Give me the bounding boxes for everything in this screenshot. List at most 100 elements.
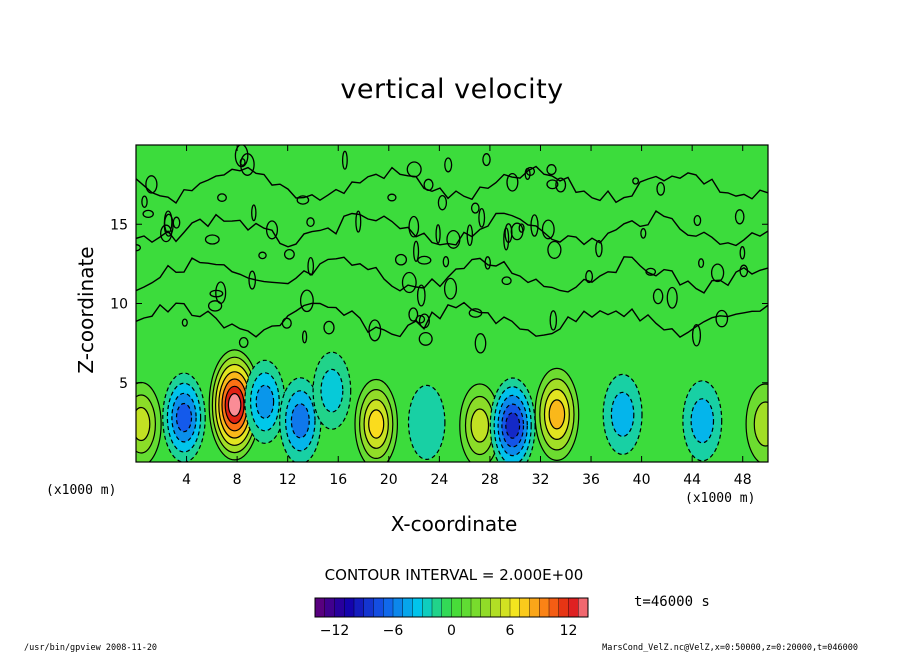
contour-eddy [506,172,519,192]
x-tick-label: 20 [380,472,398,488]
contour-eddy [482,153,491,167]
velocity-cell-ring [320,368,344,413]
colorbar-tick-label: −6 [383,623,404,639]
contour-eddy [265,220,279,240]
x-unit-label-right: (x1000 m) [685,491,756,506]
contour-eddy [652,288,664,305]
contour-eddy [693,214,702,227]
contour-eddy [368,319,382,342]
colorbar-segment [470,597,482,618]
contour-eddy [470,202,480,214]
velocity-cell-ring [227,393,242,417]
velocity-cell [208,349,261,461]
x-tick-label: 40 [633,472,651,488]
contour-eddy [204,234,220,245]
colorbar-segment [412,597,423,618]
velocity-cell [312,351,352,430]
colorbar-segment [314,597,326,618]
contour-eddy [645,267,657,276]
contour-eddy [437,194,448,211]
colorbar-segment [500,597,511,618]
colorbar-tick-label: 6 [506,623,515,639]
velocity-cell [244,359,286,444]
x-unit-label-left: (x1000 m) [46,483,117,498]
contour-eddy [585,270,594,284]
contour-eddy [546,179,559,190]
colorbar-segment [422,597,433,618]
colorbar-segment [519,597,531,618]
velocity-cells [136,349,768,462]
contour-eddy [215,281,227,305]
contour-eddy [387,193,397,202]
colorbar-segment [490,597,501,618]
velocity-cell [459,383,501,462]
x-tick-label: 44 [683,472,701,488]
contour-eddy [141,195,148,208]
velocity-cell-ring [136,406,151,442]
contour-eddy [546,164,557,176]
x-tick-label: 8 [233,472,242,488]
velocity-cell-ring [290,403,310,439]
velocity-cell-ring [175,402,193,433]
contour-eddy [181,318,188,327]
velocity-cell [745,383,768,462]
contour-eddy [555,177,567,193]
contour-eddy [739,246,746,260]
colorbar-segment [402,597,414,618]
contour-eddy [283,248,295,260]
contour-eddy [207,300,223,312]
velocity-cell-ring [407,384,446,460]
contour-eddy [518,223,525,233]
velocity-cell-ring [690,398,715,444]
contour-eddy [394,253,408,266]
contour-eddy [417,255,432,265]
colorbar-segment [558,597,570,618]
colorbar-segment [363,597,375,618]
contour-eddy [541,219,555,240]
colorbar-segment [461,597,472,618]
contour-eddy [547,240,562,259]
x-tick-label: 36 [582,472,600,488]
velocity-cell [279,377,322,462]
contour-eddy [416,284,426,307]
velocity-cell-ring [470,408,490,443]
y-tick-label: 10 [110,297,128,313]
contour-eddy [442,256,450,268]
contour-eddy [666,286,678,309]
velocity-cell [489,377,536,462]
contour-eddy [299,289,314,313]
x-tick-label: 4 [182,472,191,488]
colorbar-segment [392,597,404,618]
contour-eddy [408,307,419,322]
colorbar-segment [509,597,521,618]
x-axis: 4 8 12 16 20 24 28 32 36 40 44 48 [182,145,752,488]
colorbar-segment [568,597,579,618]
x-tick-label: 16 [329,472,347,488]
colorbar-segment [383,597,394,618]
contour-eddy [306,217,315,228]
contour-eddy [217,193,227,202]
velocity-cell-ring [505,412,521,439]
colorbar-segment [334,597,345,618]
velocity-cell [534,367,580,461]
contour-eddy [656,181,666,196]
velocity-cell-ring [610,391,635,437]
colorbar-tick-label: 12 [560,623,578,639]
contour-line [136,301,768,338]
velocity-cell-ring [753,401,768,447]
contour-eddy [549,310,558,331]
contour-line [136,165,768,205]
velocity-cell [162,372,206,462]
contour-eddy [323,320,335,335]
colorbar-segment [441,597,453,618]
y-axis: 5 10 15 [110,217,768,392]
time-label: t=46000 s [634,594,710,610]
colorbar-segment [344,597,355,618]
chart-title: vertical velocity [340,74,564,105]
colorbar-segment [451,597,462,618]
contour-lines [136,145,768,354]
contour-line [136,210,768,248]
footer-right-text: MarsCond_VelZ.nc@VelZ,x=0:50000,z=0:2000… [602,643,858,653]
velocity-cell [682,380,723,462]
